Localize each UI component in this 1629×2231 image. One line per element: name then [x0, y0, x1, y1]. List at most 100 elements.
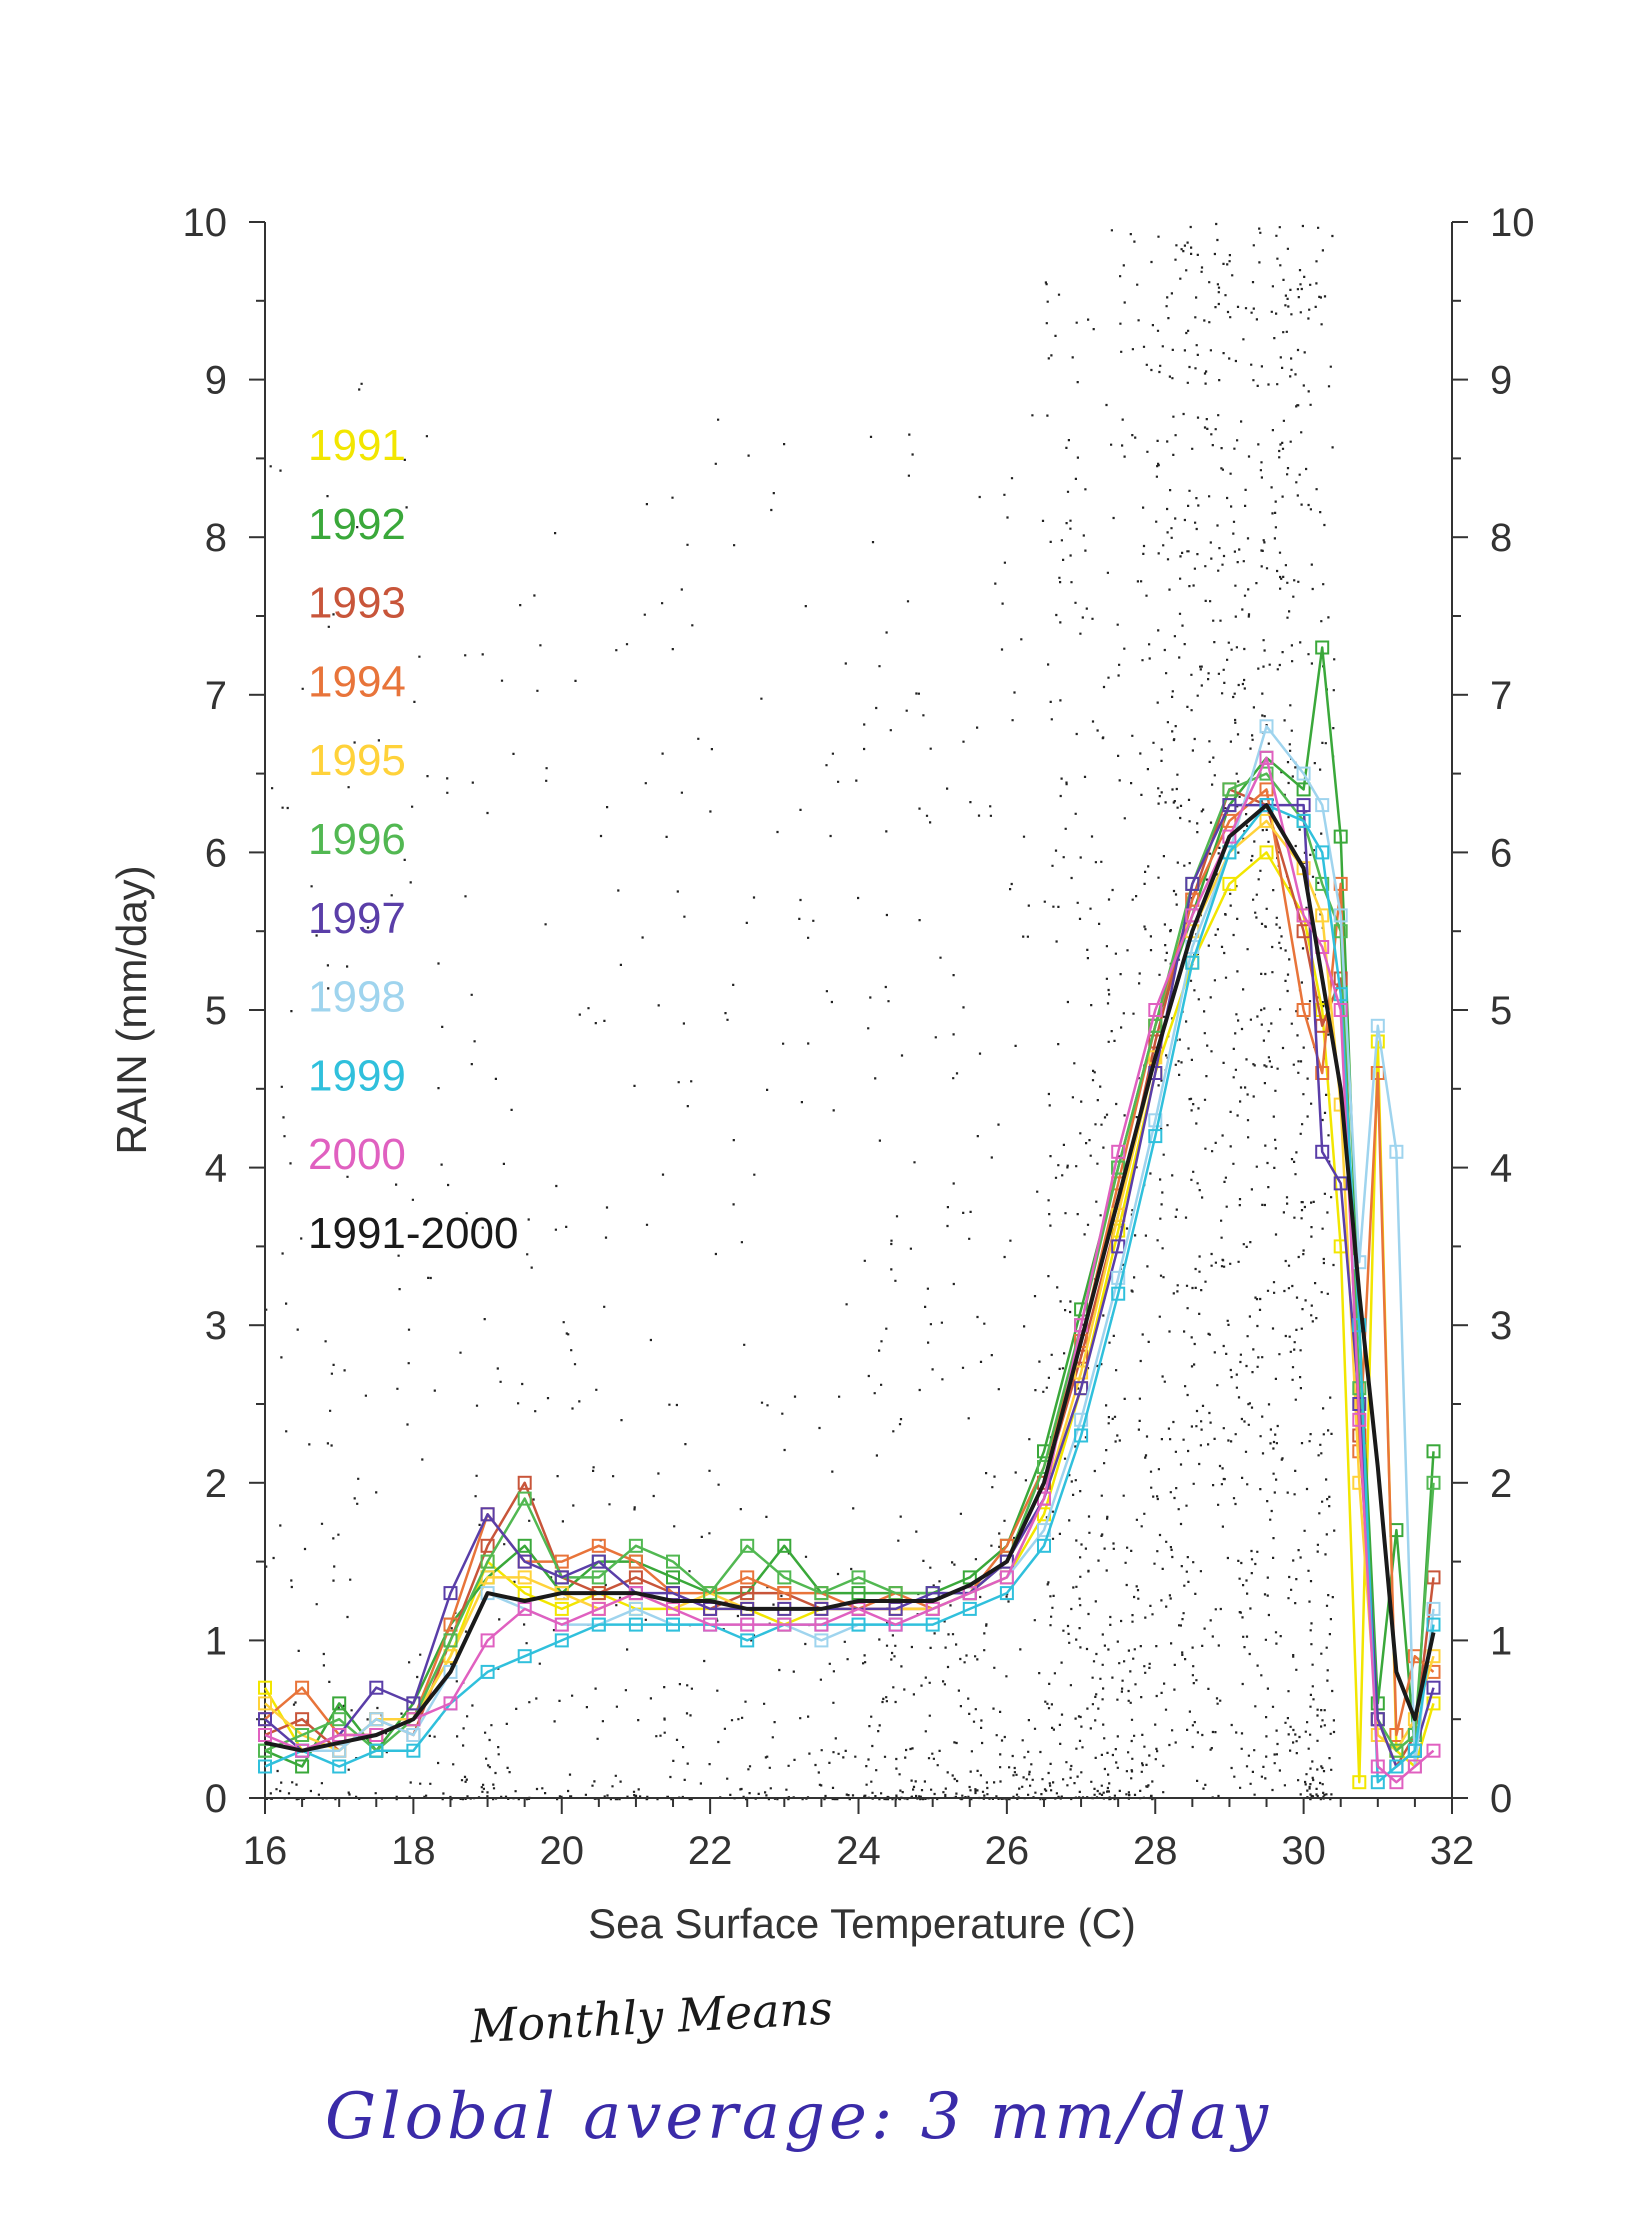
series-1994	[258, 782, 1441, 1742]
x-tick-label: 16	[243, 1829, 288, 1873]
series-point-1998	[1259, 719, 1274, 734]
series-point-1994	[1389, 1728, 1404, 1742]
series-point-1997	[554, 1570, 569, 1585]
series-point-1999	[517, 1649, 532, 1664]
series-point-1993	[295, 1712, 310, 1727]
series-point-1998	[1315, 798, 1330, 813]
series-point-1999	[1426, 1617, 1441, 1632]
series-1991	[258, 845, 1441, 1790]
series-point-1997	[591, 1554, 606, 1569]
series-point-1995	[258, 1696, 272, 1711]
series-point-1991	[1426, 1696, 1441, 1711]
series-point-1999	[1074, 1428, 1089, 1443]
y-tick-label-right: 3	[1490, 1304, 1512, 1348]
series-point-1997	[480, 1507, 495, 1522]
y-tick-label-right: 1	[1490, 1619, 1512, 1663]
y-tick-label-left: 6	[205, 831, 227, 875]
series-point-1998	[1389, 1144, 1404, 1159]
series-point-1998	[443, 1664, 458, 1679]
series-point-1996	[517, 1491, 532, 1506]
series-point-1998	[1296, 766, 1311, 781]
series-point-1996	[480, 1554, 495, 1569]
series-line-1997	[264, 803, 1435, 1768]
series-point-1993	[1333, 971, 1348, 986]
series-point-1997	[517, 1554, 532, 1569]
series-point-1999	[666, 1617, 680, 1632]
y-tick-label-right: 6	[1490, 831, 1512, 875]
series-point-1992	[295, 1759, 310, 1774]
series-point-1999	[925, 1617, 940, 1632]
x-tick-label: 24	[836, 1829, 881, 1873]
series-point-1998	[1426, 1601, 1441, 1616]
series-point-1997	[369, 1680, 384, 1695]
series-point-2000	[258, 1728, 272, 1742]
series-point-1997	[258, 1712, 272, 1727]
y-tick-label-left: 3	[205, 1304, 227, 1348]
y-tick-label-left: 5	[205, 989, 227, 1033]
series-point-1994	[591, 1538, 606, 1553]
series-point-2000	[1222, 829, 1237, 844]
series-point-1995	[1315, 908, 1330, 923]
series-point-1994	[628, 1554, 643, 1569]
series-point-1991	[1259, 845, 1274, 860]
series-point-1998	[1333, 908, 1348, 923]
series-point-1996	[1111, 1160, 1126, 1175]
series-point-1992	[1296, 782, 1311, 797]
series-point-1997	[1333, 1176, 1348, 1191]
series-point-1998	[814, 1633, 829, 1648]
series-point-1999	[1259, 798, 1274, 813]
series-point-1997	[999, 1554, 1014, 1569]
y-axis-title: RAIN (mm/day)	[108, 865, 155, 1154]
y-tick-label-right: 10	[1490, 201, 1535, 245]
y-tick-label-right: 2	[1490, 1462, 1512, 1506]
series-point-1999	[1111, 1286, 1126, 1301]
series-point-1999	[628, 1617, 643, 1632]
series-point-1998	[369, 1712, 384, 1727]
series-point-1992	[517, 1538, 532, 1553]
series-point-1994	[1185, 892, 1200, 907]
series-point-1999	[1352, 1318, 1367, 1333]
series-line-1995	[264, 819, 1435, 1752]
series-point-1995	[517, 1570, 532, 1585]
series-point-1996	[1426, 1475, 1441, 1490]
y-tick-label-right: 0	[1490, 1777, 1512, 1821]
series-point-1996	[443, 1633, 458, 1648]
series-point-1999	[740, 1633, 755, 1648]
series-point-2000	[1426, 1743, 1441, 1758]
series-point-1999	[1315, 845, 1330, 860]
series-point-2000	[1148, 1003, 1163, 1017]
series-point-1997	[1111, 1239, 1126, 1254]
series-point-1996	[1315, 876, 1330, 891]
series-point-1992	[332, 1696, 347, 1711]
legend-entry-1995: 1995	[308, 736, 406, 785]
y-tick-label-left: 4	[205, 1147, 227, 1191]
series-point-1994	[1259, 782, 1274, 797]
series-point-1999	[1296, 813, 1311, 828]
y-tick-label-left: 0	[205, 1777, 227, 1821]
series-line-1999	[264, 803, 1435, 1784]
y-tick-label-right: 9	[1490, 359, 1512, 403]
series-point-1995	[1259, 813, 1274, 828]
series-point-1999	[1333, 987, 1348, 1002]
series-point-1997	[1185, 876, 1200, 891]
series-point-1993	[517, 1475, 532, 1490]
series-point-1996	[666, 1554, 680, 1569]
series-point-1994	[1296, 1003, 1311, 1017]
series-point-1995	[1074, 1365, 1089, 1380]
series-point-1998	[1148, 1113, 1163, 1128]
legend: 1991 1992 1993 1994 1995 1996 1997 1998 1999 2000…	[308, 421, 518, 1258]
series-line-1991	[263, 851, 1435, 1784]
legend-entry-1994: 1994	[308, 657, 406, 706]
series-point-1999	[332, 1759, 347, 1774]
series-point-1992	[1426, 1444, 1441, 1459]
series-point-1996	[740, 1538, 755, 1553]
series-point-1999	[999, 1586, 1014, 1601]
x-tick-label: 26	[985, 1829, 1030, 1873]
series-point-1996	[851, 1570, 866, 1585]
series-point-1997	[1426, 1680, 1441, 1695]
x-tick-label: 18	[391, 1829, 436, 1873]
series-point-1999	[480, 1664, 495, 1679]
series-point-1998	[1370, 1018, 1385, 1033]
series-point-1992	[1315, 640, 1330, 655]
